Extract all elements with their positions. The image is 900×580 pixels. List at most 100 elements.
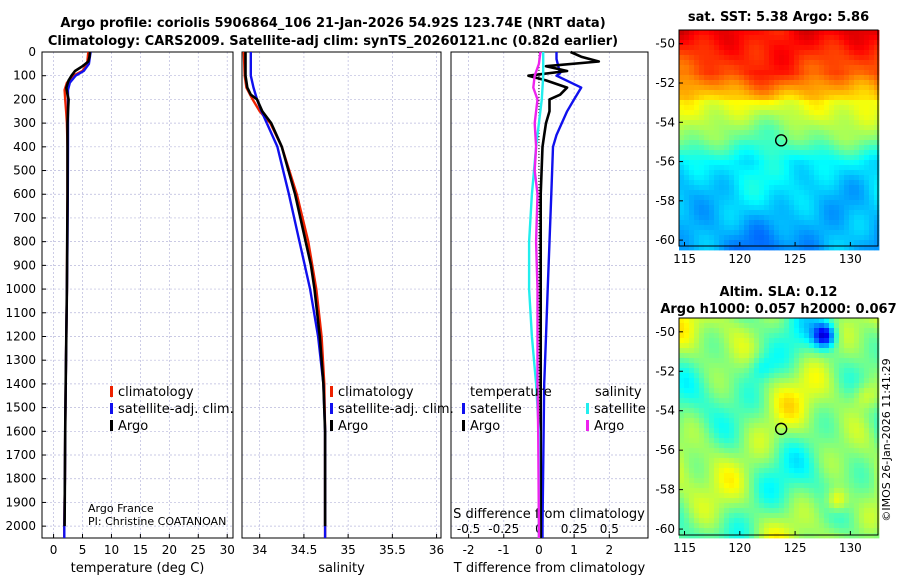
map-cell (844, 50, 850, 56)
map-cell (799, 468, 805, 474)
map-cell (779, 388, 785, 394)
map-cell (829, 245, 835, 251)
map-cell (704, 240, 710, 246)
map-cell (734, 65, 740, 71)
map-cell (794, 115, 800, 121)
map-cell (804, 110, 810, 116)
map-cell (784, 110, 790, 116)
map-cell (734, 85, 740, 91)
map-cell (729, 473, 735, 479)
map-cell (769, 488, 775, 494)
map-cell (824, 418, 830, 424)
map-cell (699, 165, 705, 171)
map-cell (774, 333, 780, 339)
map-cell (804, 160, 810, 166)
map-cell (834, 333, 840, 339)
map-cell (839, 190, 845, 196)
map-cell (754, 378, 760, 384)
map-cell (749, 448, 755, 454)
map-cell (714, 95, 720, 101)
map-cell (854, 205, 860, 211)
map-cell (724, 393, 730, 399)
map-cell (749, 388, 755, 394)
map-cell (769, 338, 775, 344)
map-cell (779, 478, 785, 484)
map-cell (839, 60, 845, 66)
map-cell (794, 200, 800, 206)
x-axis-label: T difference from climatology (453, 561, 646, 576)
map-cell (829, 230, 835, 236)
map-cell (774, 343, 780, 349)
map-cell (819, 363, 825, 369)
map-cell (779, 145, 785, 151)
map-cell (719, 358, 725, 364)
map-cell (714, 353, 720, 359)
map-cell (749, 353, 755, 359)
map-cell (729, 443, 735, 449)
map-cell (844, 383, 850, 389)
map-cell (779, 493, 785, 499)
map-cell (764, 130, 770, 136)
map-cell (724, 523, 730, 529)
map-cell (729, 130, 735, 136)
map-cell (794, 353, 800, 359)
map-cell (839, 438, 845, 444)
map-cell (769, 200, 775, 206)
map-cell (794, 230, 800, 236)
map-cell (764, 40, 770, 46)
map-cell (869, 125, 875, 131)
map-cell (684, 398, 690, 404)
map-cell (729, 383, 735, 389)
map-cell (809, 458, 815, 464)
map-cell (704, 373, 710, 379)
map-cell (729, 453, 735, 459)
map-cell (854, 463, 860, 469)
map-cell (874, 120, 880, 126)
map-cell (759, 140, 765, 146)
map-cell (679, 60, 685, 66)
map-cell (784, 165, 790, 171)
map-cell (714, 378, 720, 384)
map-cell (754, 513, 760, 519)
map-cell (864, 120, 870, 126)
map-cell (794, 110, 800, 116)
map-cell (789, 473, 795, 479)
x-axis-label: temperature (deg C) (71, 561, 205, 576)
map-cell (839, 155, 845, 161)
map-cell (814, 215, 820, 221)
map-cell (784, 408, 790, 414)
map-cell (854, 473, 860, 479)
map-cell (814, 463, 820, 469)
map-cell (699, 523, 705, 529)
map-cell (774, 240, 780, 246)
map-cell (799, 533, 805, 539)
map-cell (874, 75, 880, 81)
map-cell (749, 443, 755, 449)
map-cell (724, 180, 730, 186)
map-cell (704, 463, 710, 469)
map-cell (724, 513, 730, 519)
map-cell (704, 418, 710, 424)
map-cell (739, 348, 745, 354)
map-cell (809, 498, 815, 504)
map-cell (839, 175, 845, 181)
map-cell (719, 493, 725, 499)
map-cell (864, 100, 870, 106)
map-cell (724, 210, 730, 216)
map-cell (849, 220, 855, 226)
map-cell (714, 75, 720, 81)
map-cell (874, 398, 880, 404)
map-cell (754, 175, 760, 181)
map-cell (749, 50, 755, 56)
map-cell (864, 195, 870, 201)
map-cell (854, 418, 860, 424)
map-cell (724, 170, 730, 176)
map-cell (719, 240, 725, 246)
map-cell (684, 353, 690, 359)
map-cell (759, 235, 765, 241)
map-cell (784, 55, 790, 61)
map-cell (854, 110, 860, 116)
map-cell (794, 40, 800, 46)
map-cell (754, 418, 760, 424)
map-cell (819, 80, 825, 86)
